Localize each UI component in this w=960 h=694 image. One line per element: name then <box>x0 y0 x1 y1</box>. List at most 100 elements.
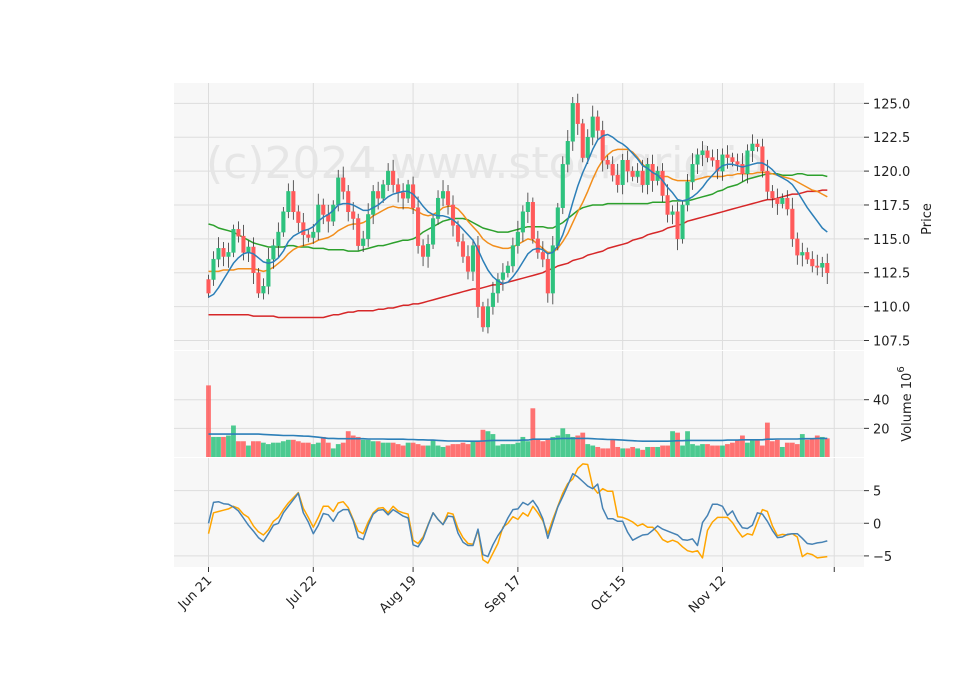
candle-body <box>306 234 311 238</box>
candle-body <box>715 160 720 172</box>
price-gridlines <box>174 83 864 350</box>
candle-body <box>251 246 256 273</box>
volume-bar <box>395 444 401 457</box>
volume-bar <box>750 439 755 457</box>
candle-body <box>590 116 595 138</box>
candle-body <box>391 170 396 185</box>
volume-bar <box>769 441 775 457</box>
candle-body <box>500 272 505 280</box>
volume-bar <box>705 444 710 457</box>
ma-line-blue <box>208 133 828 298</box>
volume-bar <box>460 442 466 457</box>
volume-bar <box>660 445 665 457</box>
candle-body <box>336 177 341 206</box>
candle-body <box>615 174 620 185</box>
candle-body <box>256 272 261 294</box>
candle-body <box>580 123 585 158</box>
volume-axis-label: Volume 106 <box>896 366 915 441</box>
ma-line-red <box>208 189 828 319</box>
volume-bar <box>420 445 426 457</box>
candle-body <box>795 238 800 256</box>
volume-bar <box>400 445 406 457</box>
volume-bar <box>525 441 531 457</box>
candle-body <box>475 245 481 307</box>
y-tick-label: 0 <box>873 517 881 532</box>
oscillator-lines <box>207 463 828 564</box>
oscillator-line-orange <box>207 463 828 564</box>
volume-bar <box>340 442 346 457</box>
volume-bar <box>555 435 561 457</box>
candle-body <box>211 258 216 280</box>
candle-body <box>750 143 755 152</box>
volume-bar <box>515 442 521 457</box>
volume-bar <box>495 445 501 457</box>
x-tick-label: Aug 19 <box>377 573 420 616</box>
volume-bar <box>390 442 396 457</box>
candle-body <box>810 258 815 267</box>
volume-bar <box>265 444 271 457</box>
volume-bar <box>625 448 631 457</box>
volume-bar <box>615 446 621 457</box>
candle-body <box>760 146 765 172</box>
volume-bar <box>755 439 760 457</box>
volume-bar <box>735 439 740 457</box>
candle-body <box>575 103 580 124</box>
candle-body <box>705 150 710 158</box>
candle-body <box>206 279 211 294</box>
candle-body <box>550 245 555 294</box>
volume-bar <box>745 442 750 457</box>
volume-bar <box>700 444 705 457</box>
volume-bar <box>350 435 356 457</box>
candle-body <box>625 160 630 172</box>
y-tick-label: 115.0 <box>873 233 910 248</box>
volume-bar <box>275 442 281 457</box>
volume-bar <box>246 445 251 457</box>
candle-body <box>780 197 785 204</box>
candle-body <box>725 154 730 158</box>
x-tick-label: Jun 21 <box>175 573 215 613</box>
candle-body <box>560 164 565 208</box>
volume-bar <box>675 432 680 457</box>
date-x-axis: Jun 21 Jul 22 Aug 19 Sep 17 Oct 15 Nov 12 <box>175 567 835 616</box>
price-panel: (c)2024 www.stockgrid.io 107.5 110.0 112.5… <box>174 83 935 350</box>
candle-body <box>730 157 735 162</box>
candle-body <box>216 248 221 260</box>
candle-body <box>440 191 446 199</box>
x-tick-label: Nov 12 <box>686 573 729 616</box>
candle-body <box>825 263 830 273</box>
volume-bar <box>345 431 351 457</box>
candle-body <box>376 191 381 199</box>
volume-bar <box>500 444 506 457</box>
candle-body <box>765 170 770 192</box>
candle-body <box>316 204 321 233</box>
volume-bar <box>360 439 366 457</box>
volume-bar <box>415 444 421 457</box>
oscillator-gridlines <box>174 458 864 567</box>
y-tick-label: 122.5 <box>873 131 910 146</box>
volume-bar <box>445 445 451 457</box>
volume-bar <box>530 408 536 457</box>
volume-bar <box>241 441 246 457</box>
volume-bar <box>794 444 800 457</box>
y-tick-label: 107.5 <box>873 335 910 350</box>
oscillator-panel: −5 0 5 <box>174 458 892 567</box>
candle-body <box>595 116 600 131</box>
candle-body <box>555 207 560 246</box>
volume-bar <box>804 439 810 457</box>
candle-body <box>685 181 690 206</box>
y-tick-label: 20 <box>873 422 890 437</box>
candle-body <box>805 252 810 260</box>
volume-bar <box>440 446 446 457</box>
candle-body <box>480 306 485 328</box>
volume-bar <box>510 444 516 457</box>
candle-body <box>450 204 456 226</box>
candle-body <box>775 197 780 204</box>
candle-body <box>311 231 316 238</box>
y-tick-label: 110.0 <box>873 301 910 316</box>
volume-bar <box>450 444 456 457</box>
volume-bars <box>206 385 830 457</box>
candle-body <box>435 197 441 219</box>
volume-bar <box>690 444 695 457</box>
volume-bar <box>300 442 306 457</box>
